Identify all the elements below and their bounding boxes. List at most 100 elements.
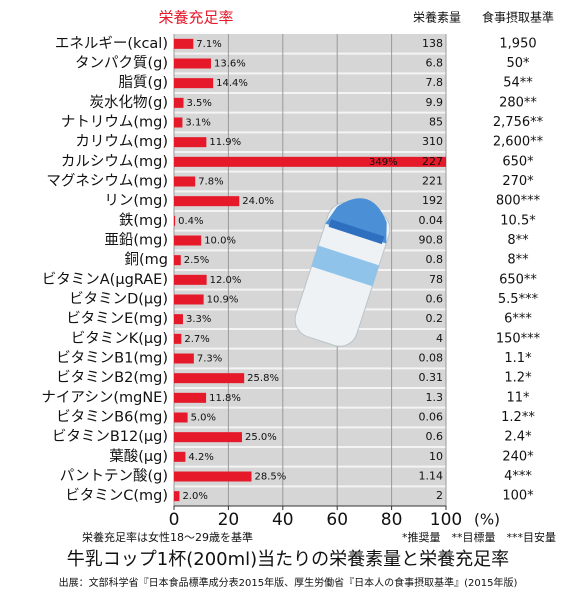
value-label: 24.0% — [242, 196, 274, 207]
amount: 90.8 — [419, 234, 444, 247]
intake-standard: 280** — [499, 95, 537, 110]
category-label: 葉酸(μg) — [109, 448, 168, 465]
amount: 6.8 — [426, 57, 444, 70]
intake-standard: 650** — [499, 272, 537, 287]
intake-standard: 8** — [507, 233, 529, 248]
intake-standard: 270* — [502, 174, 534, 189]
category-label: リン(mg) — [104, 193, 168, 209]
bar — [174, 373, 245, 384]
bar — [174, 274, 207, 285]
bar — [174, 471, 252, 482]
category-label: ビタミンB12(μg) — [52, 428, 168, 445]
bar — [174, 412, 188, 423]
bar — [174, 314, 183, 325]
intake-standard: 800*** — [496, 194, 541, 209]
value-label: 7.1% — [196, 39, 221, 50]
intake-standard: 10.5* — [500, 213, 536, 228]
value-label: 7.3% — [197, 354, 222, 365]
intake-standard: 2.4* — [504, 430, 532, 445]
intake-standard: 54** — [503, 76, 533, 91]
amount: 0.31 — [419, 371, 444, 384]
x-tick-label: 80 — [381, 510, 403, 530]
value-label: 4.2% — [188, 452, 213, 463]
category-label: 鉄(mg) — [119, 212, 168, 229]
bar — [174, 353, 194, 364]
value-label: 3.1% — [185, 118, 210, 129]
amount: 0.08 — [419, 352, 444, 365]
amount: 0.8 — [426, 253, 444, 266]
bar — [174, 58, 211, 69]
amount: 0.6 — [426, 430, 444, 443]
amount: 138 — [422, 37, 443, 50]
category-label: ナトリウム(mg) — [61, 114, 168, 131]
x-tick-label: 20 — [218, 510, 240, 530]
intake-standard: 11* — [506, 390, 530, 405]
intake-standard: 240* — [502, 449, 534, 464]
value-label: 3.5% — [187, 98, 212, 109]
amount: 1.14 — [419, 470, 444, 483]
bar — [174, 451, 186, 462]
value-label: 5.0% — [191, 413, 216, 424]
bars — [174, 38, 446, 502]
category-label: カルシウム(mg) — [61, 153, 168, 170]
amount: 10 — [429, 450, 443, 463]
value-label: 11.8% — [209, 393, 241, 404]
amount: 192 — [422, 194, 443, 207]
x-tick-label: 40 — [272, 510, 294, 530]
amount: 2 — [436, 489, 443, 502]
intake-standard: 1.1* — [504, 351, 532, 366]
amount: 0.06 — [419, 411, 444, 424]
intake-standard: 5.5*** — [498, 292, 539, 307]
amount: 0.04 — [419, 214, 444, 227]
amount: 227 — [422, 155, 443, 168]
bar — [174, 392, 207, 403]
bottle-band — [328, 219, 385, 245]
category-label: ナイアシン(mgNE) — [41, 390, 168, 406]
value-label: 7.8% — [198, 177, 223, 188]
subtitle: 栄養充足率 — [158, 9, 233, 27]
intake-standard: 50* — [506, 56, 530, 71]
amount: 310 — [422, 135, 443, 148]
category-label: マグネシウム(mg) — [46, 173, 168, 190]
chart-title: 牛乳コップ1杯(200ml)当たりの栄養素量と栄養充足率 — [67, 549, 509, 570]
category-label: ビタミンB2(mg) — [56, 369, 168, 386]
value-label: 13.6% — [214, 59, 246, 70]
intake-standard: 650* — [502, 154, 534, 169]
value-label: 12.0% — [210, 275, 242, 286]
bottle-cap — [325, 198, 387, 244]
bar — [174, 176, 196, 187]
intake-standard: 4*** — [504, 469, 532, 484]
bar — [174, 255, 181, 266]
intake-standard: 1.2** — [501, 410, 535, 425]
category-label: ビタミンB6(mg) — [56, 409, 168, 426]
category-label: エネルギー(kcal) — [55, 35, 168, 52]
value-label: 11.9% — [209, 137, 241, 148]
amount: 0.2 — [426, 312, 444, 325]
value-label: 10.0% — [204, 236, 236, 247]
x-tick-label: 0 — [169, 510, 180, 530]
amount: 7.8 — [426, 76, 444, 89]
category-label: パントテン酸(g) — [60, 468, 168, 485]
value-label: 2.5% — [184, 255, 209, 266]
category-label: 銅(mg — [125, 251, 169, 268]
intake-standard: 100* — [502, 489, 534, 504]
category-label: カリウム(mg) — [75, 133, 168, 150]
bar — [174, 78, 214, 89]
amount: 0.6 — [426, 293, 444, 306]
intake-standard: 150*** — [496, 331, 541, 346]
bar — [174, 215, 176, 226]
value-label: 10.9% — [207, 295, 239, 306]
category-label: ビタミンK(μg) — [71, 330, 168, 347]
category-label: ビタミンA(μgRAE) — [42, 271, 168, 288]
value-label: 25.8% — [247, 373, 279, 384]
bar — [174, 196, 240, 207]
amount-header: 栄養素量 — [413, 10, 461, 25]
value-label: 0.4% — [178, 216, 203, 227]
category-label: ビタミンC(mg) — [65, 487, 168, 504]
bar — [174, 432, 242, 443]
bar — [174, 491, 180, 502]
x-tick-label: 60 — [326, 510, 348, 530]
category-label: 炭水化物(g) — [89, 94, 168, 111]
bar — [174, 235, 202, 246]
